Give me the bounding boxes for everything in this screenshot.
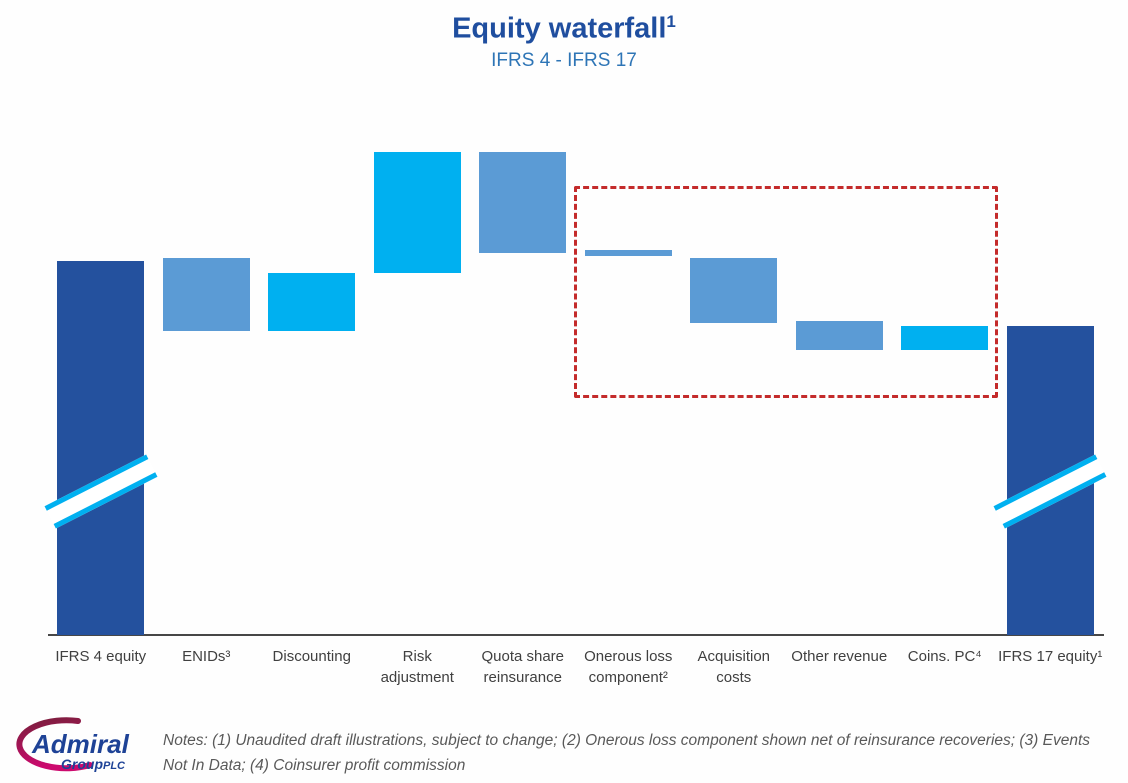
- x-axis-label-other-revenue: Other revenue: [791, 648, 888, 665]
- waterfall-bar-onerous-loss-component: [584, 249, 672, 257]
- x-axis-label-enids: ENIDs³: [182, 648, 231, 665]
- chart-subtitle: IFRS 4 - IFRS 17: [491, 49, 637, 71]
- x-axis-label-onerous-loss-component: Onerous loss component²: [584, 648, 673, 686]
- logo-sub-text: Group: [61, 756, 103, 772]
- logo-plc-text: PLC: [103, 760, 126, 772]
- x-axis-label-ifrs-4-equity: IFRS 4 equity: [55, 648, 147, 665]
- waterfall-bar-discounting: [268, 272, 356, 331]
- chart-header: Equity waterfall1 IFRS 4 - IFRS 17: [0, 5, 1128, 73]
- footnotes: Notes: (1) Unaudited draft illustrations…: [163, 732, 1091, 774]
- waterfall-bar-coins-pc: [901, 325, 989, 351]
- waterfall-bar-enids: [162, 258, 250, 331]
- logo-swoosh-icon: [16, 717, 93, 772]
- chart-title-footnote-ref: 1: [666, 12, 676, 31]
- x-axis-label-discounting: Discounting: [272, 648, 351, 665]
- logo-brand-text: Admiral: [31, 729, 130, 759]
- x-axis-label-risk-adjustment: Risk adjustment: [380, 648, 454, 686]
- waterfall-bar-risk-adjustment: [373, 152, 461, 273]
- admiral-group-logo: Admiral Group PLC: [16, 717, 130, 772]
- x-axis-label-quota-share-reinsurance: Quota share reinsurance: [481, 648, 565, 686]
- x-axis-line: [48, 634, 1104, 636]
- x-axis-label-acquisition-costs: Acquisition costs: [697, 648, 771, 686]
- waterfall-bar-ifrs-4-equity: [57, 260, 145, 635]
- waterfall-bar-acquisition-costs: [690, 258, 778, 324]
- highlight-box: [574, 186, 998, 398]
- x-axis-label-ifrs-17-equity: IFRS 17 equity¹: [998, 648, 1103, 665]
- x-axis-label-coins-pc: Coins. PC⁴: [907, 648, 982, 665]
- waterfall-bar-other-revenue: [795, 321, 883, 351]
- chart-title-text: Equity waterfall: [452, 12, 667, 45]
- chart-title: Equity waterfall1: [0, 5, 1128, 46]
- waterfall-bar-quota-share-reinsurance: [479, 152, 567, 254]
